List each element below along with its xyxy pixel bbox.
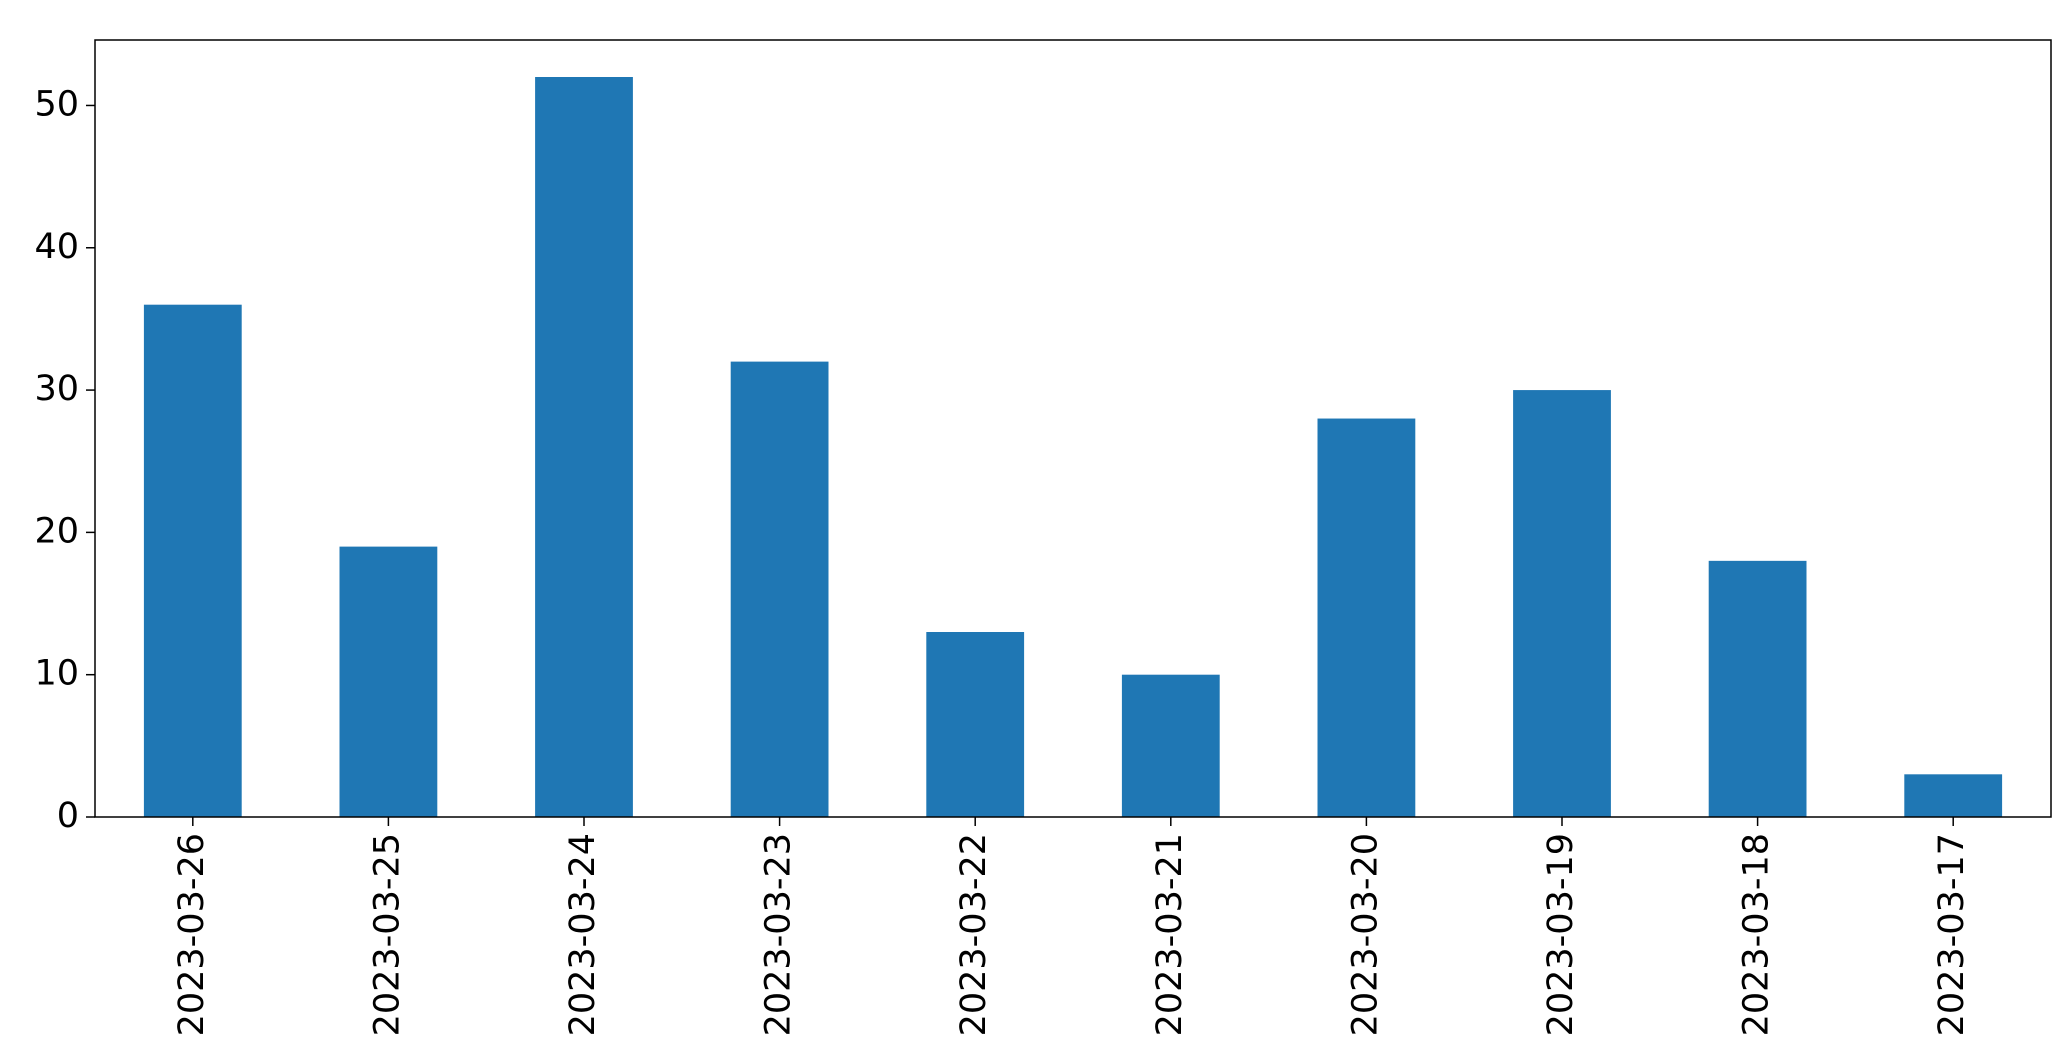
bar: [143, 304, 242, 817]
x-tick-label: 2023-03-18: [1737, 833, 1777, 1036]
x-tick-label: 2023-03-21: [1150, 833, 1190, 1036]
x-tick-label: 2023-03-19: [1541, 833, 1581, 1036]
bar: [926, 632, 1025, 817]
x-tick-label: 2023-03-25: [367, 833, 407, 1036]
bar: [1121, 674, 1220, 817]
x-tick-label: 2023-03-23: [759, 833, 799, 1036]
bar: [1513, 390, 1611, 817]
x-tick-label: 2023-03-17: [1932, 833, 1972, 1036]
bar: [339, 546, 438, 817]
bar: [1904, 774, 2003, 817]
y-tick-label: 40: [34, 227, 79, 267]
x-tick-label: 2023-03-26: [172, 833, 212, 1036]
y-tick-label: 20: [34, 511, 79, 551]
bar: [535, 77, 633, 817]
bar: [1317, 418, 1416, 817]
plot-frame: [94, 39, 2052, 818]
bar: [1708, 560, 1807, 817]
y-tick-label: 30: [34, 369, 79, 409]
y-tick-label: 50: [34, 84, 79, 124]
x-tick-label: 2023-03-22: [954, 833, 994, 1036]
x-tick-label: 2023-03-20: [1345, 833, 1385, 1036]
y-tick-label: 10: [34, 654, 79, 694]
y-tick-label: 0: [57, 796, 79, 836]
x-tick-label: 2023-03-24: [563, 833, 603, 1036]
bar: [730, 361, 829, 817]
